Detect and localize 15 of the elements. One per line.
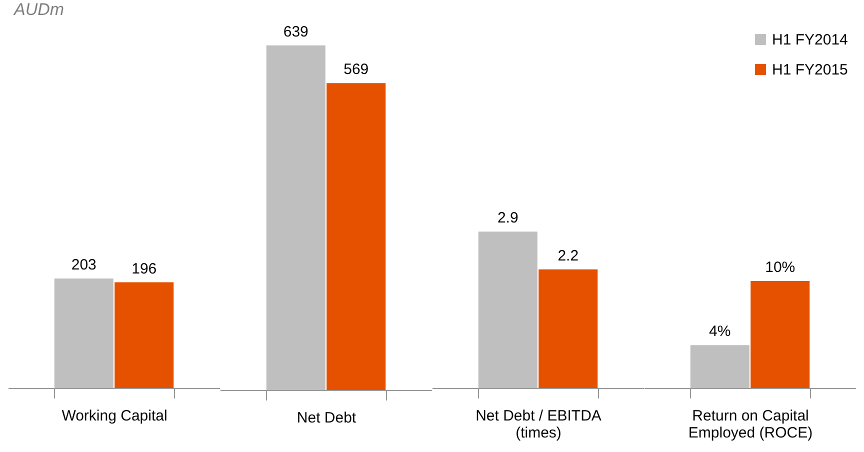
data-label: 639 — [283, 23, 308, 40]
data-label: 2.2 — [558, 247, 579, 264]
chart-title: AUDm — [12, 0, 66, 21]
x-tick-label: Return on Capital Employed (ROCE) — [688, 408, 813, 442]
data-label: 4% — [709, 323, 731, 340]
data-label: 569 — [344, 61, 369, 78]
x-tick-label: Working Capital — [62, 408, 168, 424]
x-tick-label: Net Debt / EBITDA (times) — [476, 408, 602, 442]
data-label: 203 — [71, 256, 96, 274]
data-label: 10% — [765, 258, 796, 276]
x-tick-label: Net Debt — [296, 410, 357, 426]
legend-label: H1 FY2015 — [772, 62, 848, 78]
data-label: 2.9 — [497, 210, 518, 227]
legend-label: H1 FY2014 — [772, 32, 848, 48]
data-label: 196 — [132, 260, 157, 278]
